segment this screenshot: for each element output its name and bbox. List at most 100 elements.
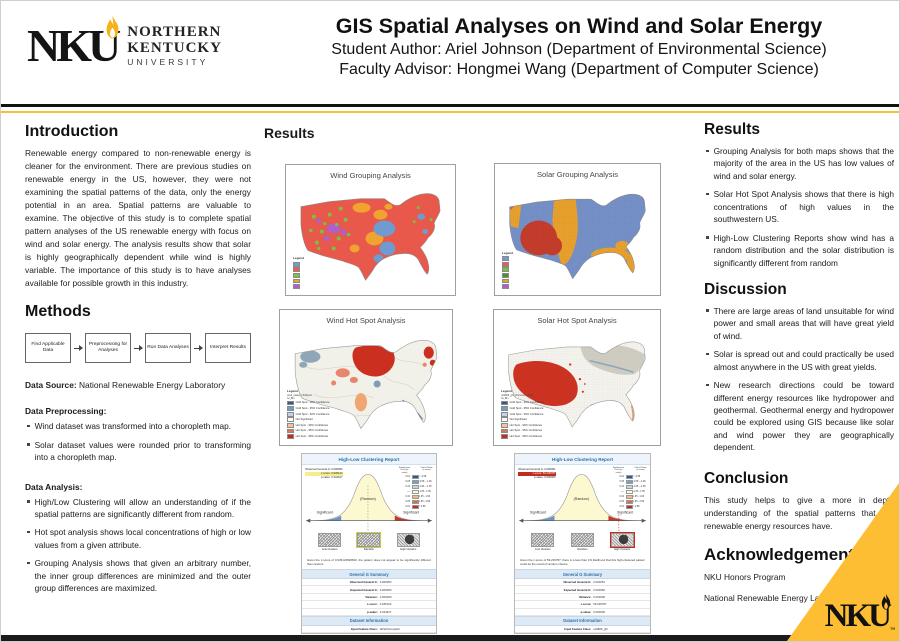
introduction-text: Renewable energy compared to non-renewab… — [25, 148, 251, 289]
poster-title: GIS Spatial Analyses on Wind and Solar E… — [335, 14, 823, 38]
flow-arrow-icon — [134, 345, 143, 352]
flow-step-run-analyses: Run Data Analyses — [145, 333, 191, 364]
legend-row: Not Significant — [501, 417, 544, 423]
sig-z-header: Critical Value (z-score) — [420, 467, 433, 472]
significance-table: Significance Level (p-value) Critical Val… — [612, 467, 647, 509]
random-thumb: Random — [570, 533, 594, 551]
legend-label: Cold Spot - 95% Confidence — [509, 407, 544, 411]
summary-row: Expected General G: 0.000050 — [302, 586, 436, 594]
conclusion-text: This study helps to give a more in depth… — [704, 494, 894, 531]
legend-swatch — [501, 411, 508, 417]
summary-row: p-value: 0.344617 — [302, 609, 436, 616]
ack-line: NKU Honors Program — [704, 571, 786, 582]
legend-swatch — [502, 261, 509, 267]
legend-swatch — [293, 267, 300, 273]
legend-row: Hot Spot - 95% Confidence — [287, 428, 330, 434]
wind-grouping-map: Wind Grouping Analysis — [285, 164, 456, 296]
legend-label: Cold Spot - 99% Confidence — [295, 401, 330, 405]
solar-grouping-map-graphic — [509, 193, 646, 280]
summary-row: Expected General G: 0.000050 — [515, 586, 650, 594]
legend-swatch — [501, 406, 508, 412]
trademark-symbol: ™ — [890, 628, 895, 633]
legend-swatch — [502, 267, 509, 273]
sig-chip — [411, 499, 419, 504]
legend-label: Not Significant — [509, 418, 527, 422]
legend-row — [293, 278, 304, 284]
poster-header: NKU NORTHERN KENTUCKY UNIVERSITY GIS Spa… — [1, 1, 899, 104]
high-clusters-thumb: High Clusters — [609, 532, 635, 551]
report-stats: Observed General G: 0.000051 z-score: 59… — [518, 468, 556, 480]
legend-row: Hot Spot - 99% Confidence — [287, 434, 330, 439]
bullet-marker — [706, 149, 709, 153]
thumb-image — [356, 532, 382, 548]
analysis-heading: Data Analysis: — [25, 481, 83, 492]
report-stats: Observed General G: 0.000050 z-score: 0.… — [305, 468, 343, 480]
legend-row: Cold Spot - 90% Confidence — [287, 411, 330, 417]
legend-swatch — [502, 256, 509, 262]
right-column: Results Grouping Analysis for both maps … — [704, 121, 894, 605]
summary-row: p-value: 0.000000 — [515, 609, 650, 616]
legend-swatch — [293, 273, 300, 278]
cluster-thumbnails: Low Clusters Random High Clusters — [515, 532, 650, 557]
legend-row: Cold Spot - 95% Confidence — [501, 406, 544, 412]
legend-row: Cold Spot - 99% Confidence — [287, 400, 330, 406]
legend-title: Legend — [287, 389, 299, 394]
summary-row: Observed General G: 0.000050 — [302, 579, 436, 587]
legend-label: Cold Spot - 99% Confidence — [509, 401, 544, 405]
z-score-stat: z-score: 59.236787 — [518, 471, 556, 476]
legend-row: Hot Spot - 90% Confidence — [501, 423, 544, 428]
nku-abbr: NKU — [27, 20, 121, 71]
bullet-marker — [27, 530, 30, 534]
author-line: Student Author: Ariel Johnson (Departmen… — [331, 41, 827, 58]
legend-swatch — [287, 423, 294, 428]
data-source-label: Data Source: — [25, 380, 77, 391]
advisor-line: Faculty Advisor: Hongmei Wang (Departmen… — [339, 61, 819, 78]
methods-heading: Methods — [25, 303, 91, 321]
solar-grouping-map: Solar Grouping Analysis — [494, 163, 661, 296]
data-source-value: National Renewable Energy Laboratory — [76, 380, 226, 391]
legend-row — [293, 261, 304, 267]
legend-swatch — [501, 400, 508, 406]
flow-arrow-icon — [194, 345, 203, 352]
legend-label: Hot Spot - 90% Confidence — [295, 423, 329, 427]
data-source-line: Data Source: National Renewable Energy L… — [25, 379, 251, 392]
summary-row: Variance: 0.000000 — [302, 594, 436, 602]
map-title: Solar Grouping Analysis — [536, 170, 619, 179]
conclusion-heading: Conclusion — [704, 469, 789, 487]
svg-text:Significant: Significant — [403, 510, 419, 514]
legend-swatch — [501, 423, 508, 428]
legend-label: Hot Spot - 99% Confidence — [295, 434, 329, 438]
sig-chip — [411, 504, 419, 509]
legend-label: Not Significant — [295, 418, 313, 422]
legend-swatch — [501, 434, 508, 439]
flame-icon — [881, 593, 891, 610]
cluster-thumbnails: Low Clusters Random High Clusters — [302, 532, 436, 557]
bullet-marker — [706, 309, 709, 313]
bullet-marker — [706, 192, 709, 196]
legend-label: Hot Spot - 99% Confidence — [509, 434, 543, 438]
flow-step-find-data: Find Applicable Data — [25, 333, 71, 364]
observed-g-stat: Observed General G: 0.000051 — [518, 468, 556, 471]
corner-nku-abbr: NKU — [824, 598, 892, 634]
p-value-stat: p-value: 0.000000 — [533, 475, 556, 479]
legend-title: Legend — [293, 256, 305, 261]
sig-chip — [625, 484, 633, 490]
nku-wordmark: NKU — [27, 15, 121, 71]
center-results-heading: Results — [264, 125, 315, 141]
thumb-image — [570, 533, 594, 547]
legend-row — [502, 284, 513, 289]
bullet-marker — [27, 561, 30, 565]
legend-swatch — [502, 273, 509, 278]
observed-g-stat: Observed General G: 0.000050 — [305, 468, 343, 471]
report-caption: Given the z-score of 59.236787, there is… — [520, 558, 645, 566]
flow-step-preprocessing: Preprocessing for Analyses — [85, 333, 131, 364]
summary-row: z-score: 59.236787 — [515, 601, 650, 609]
bullet-marker — [706, 236, 709, 239]
sig-p-header: Significance Level (p-value) — [612, 467, 625, 474]
legend-swatch — [287, 434, 294, 439]
legend-row: Hot Spot - 95% Confidence — [501, 428, 544, 434]
methods-flowchart: Find Applicable Data Preprocessing for A… — [25, 333, 251, 364]
legend-label: Cold Spot - 90% Confidence — [295, 412, 330, 416]
legend-swatch — [502, 284, 509, 289]
